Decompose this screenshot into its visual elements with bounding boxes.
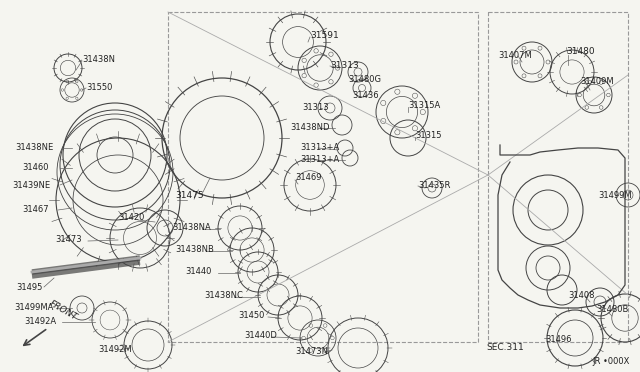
Text: 31313: 31313 bbox=[330, 61, 359, 70]
Text: 31495: 31495 bbox=[16, 283, 42, 292]
Text: 31315: 31315 bbox=[415, 131, 442, 140]
Text: 31480B: 31480B bbox=[596, 305, 628, 314]
Text: 31438NA: 31438NA bbox=[172, 224, 211, 232]
Text: 31438NB: 31438NB bbox=[175, 246, 214, 254]
Text: 31499MA: 31499MA bbox=[14, 304, 53, 312]
Text: 31440: 31440 bbox=[185, 267, 211, 276]
Text: 31460: 31460 bbox=[22, 164, 49, 173]
Text: 31313+A: 31313+A bbox=[300, 155, 339, 164]
Text: 31436: 31436 bbox=[352, 90, 379, 99]
Text: 31550: 31550 bbox=[86, 83, 113, 93]
Text: 31499M: 31499M bbox=[598, 190, 632, 199]
Text: JR •000X: JR •000X bbox=[592, 357, 629, 366]
Text: 31496: 31496 bbox=[545, 336, 572, 344]
Bar bbox=[488, 12, 628, 342]
Text: 31439NE: 31439NE bbox=[12, 180, 50, 189]
Text: 31473N: 31473N bbox=[295, 347, 328, 356]
Text: 31591: 31591 bbox=[310, 31, 339, 39]
Text: 31440D: 31440D bbox=[244, 331, 277, 340]
Bar bbox=[168, 12, 478, 342]
Text: 31407M: 31407M bbox=[498, 51, 532, 60]
Text: 31435R: 31435R bbox=[418, 180, 451, 189]
Text: 31467: 31467 bbox=[22, 205, 49, 215]
Text: 31475: 31475 bbox=[175, 190, 204, 199]
Text: 31473: 31473 bbox=[55, 235, 82, 244]
Text: 31313: 31313 bbox=[302, 103, 328, 112]
Text: 31469: 31469 bbox=[295, 173, 321, 183]
Text: 31450: 31450 bbox=[238, 311, 264, 321]
Text: 31408: 31408 bbox=[568, 291, 595, 299]
Text: 31409M: 31409M bbox=[580, 77, 614, 87]
Text: 31438N: 31438N bbox=[82, 55, 115, 64]
Text: 31438ND: 31438ND bbox=[290, 124, 330, 132]
Text: 31438NE: 31438NE bbox=[15, 144, 53, 153]
Text: 31492A: 31492A bbox=[24, 317, 56, 327]
Text: 31492M: 31492M bbox=[98, 346, 132, 355]
Text: 31313+A: 31313+A bbox=[300, 144, 339, 153]
Text: 31420: 31420 bbox=[118, 214, 145, 222]
Text: 31438NC: 31438NC bbox=[204, 292, 243, 301]
Text: 31480G: 31480G bbox=[348, 76, 381, 84]
Text: 31480: 31480 bbox=[566, 48, 595, 57]
Text: FRONT: FRONT bbox=[48, 299, 79, 322]
Text: 31315A: 31315A bbox=[408, 100, 440, 109]
Text: SEC.311: SEC.311 bbox=[486, 343, 524, 353]
